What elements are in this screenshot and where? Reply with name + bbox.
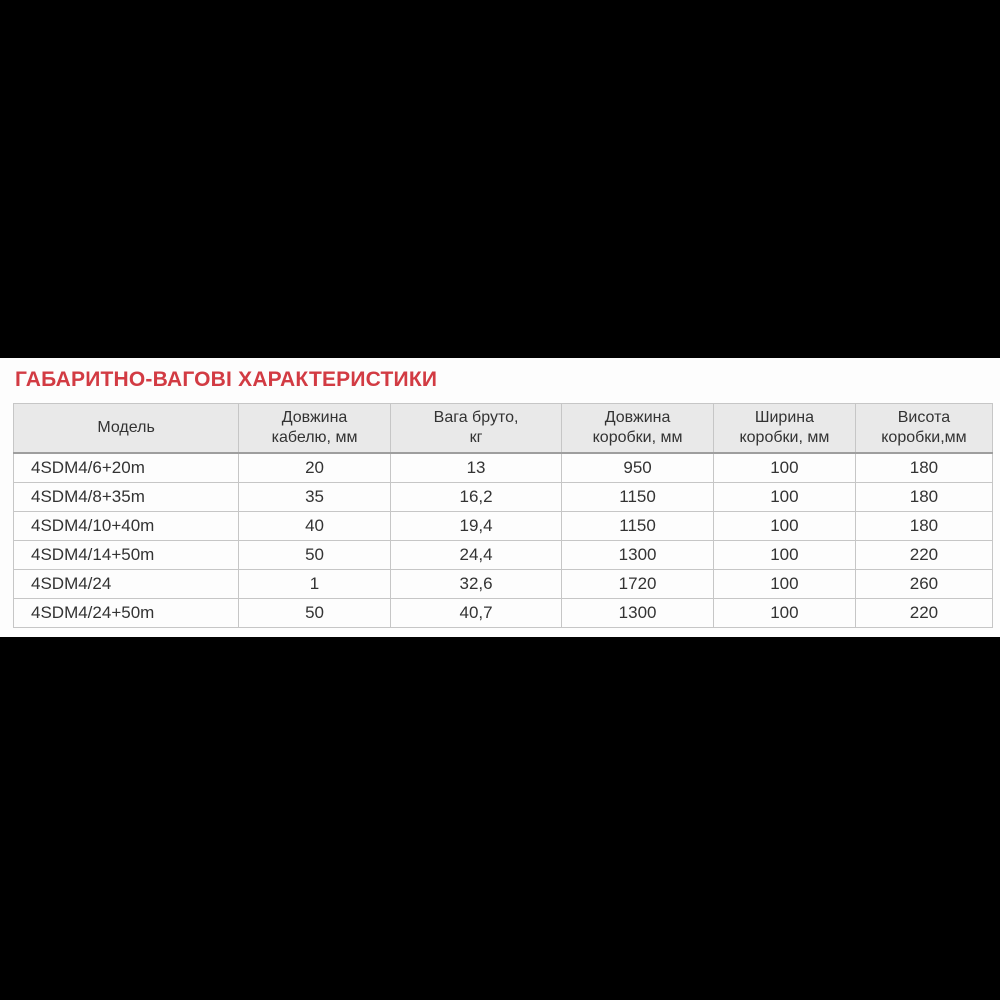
- table-row: 4SDM4/24 1 32,6 1720 100 260: [12, 569, 994, 599]
- model-cell: 4SDM4/6+20m: [12, 452, 240, 483]
- box-height-cell: 180: [854, 511, 994, 541]
- box-length-cell: 1150: [561, 511, 714, 541]
- table-row: 4SDM4/24+50m 50 40,7 1300 100 220: [12, 598, 994, 628]
- cable-length-cell: 50: [238, 540, 391, 570]
- header-box-width: Ширина коробки, мм: [712, 403, 856, 454]
- page-title: ГАБАРИТНО-ВАГОВІ ХАРАКТЕРИСТИКИ: [15, 368, 438, 391]
- box-length-cell: 1300: [561, 598, 714, 628]
- box-height-cell: 180: [854, 452, 994, 483]
- cable-length-cell: 35: [238, 482, 391, 512]
- model-cell: 4SDM4/10+40m: [12, 511, 240, 541]
- cable-length-cell: 50: [238, 598, 391, 628]
- gross-weight-cell: 19,4: [389, 511, 563, 541]
- spec-table: Модель Довжина кабелю, мм Вага бруто, кг…: [12, 403, 994, 628]
- box-length-cell: 1300: [561, 540, 714, 570]
- header-gross-weight: Вага бруто, кг: [389, 403, 563, 454]
- header-model: Модель: [12, 403, 240, 454]
- box-length-cell: 1720: [561, 569, 714, 599]
- content-band: ГАБАРИТНО-ВАГОВІ ХАРАКТЕРИСТИКИ Модель Д…: [0, 358, 1000, 637]
- box-width-cell: 100: [712, 540, 856, 570]
- box-height-cell: 180: [854, 482, 994, 512]
- box-width-cell: 100: [712, 452, 856, 483]
- table-row: 4SDM4/10+40m 40 19,4 1150 100 180: [12, 511, 994, 541]
- header-box-height: Висота коробки,мм: [854, 403, 994, 454]
- box-height-cell: 260: [854, 569, 994, 599]
- box-length-cell: 1150: [561, 482, 714, 512]
- cable-length-cell: 1: [238, 569, 391, 599]
- model-cell: 4SDM4/24+50m: [12, 598, 240, 628]
- box-height-cell: 220: [854, 598, 994, 628]
- gross-weight-cell: 16,2: [389, 482, 563, 512]
- cable-length-cell: 20: [238, 452, 391, 483]
- table-row: 4SDM4/14+50m 50 24,4 1300 100 220: [12, 540, 994, 570]
- box-width-cell: 100: [712, 598, 856, 628]
- header-box-length: Довжина коробки, мм: [561, 403, 714, 454]
- model-cell: 4SDM4/8+35m: [12, 482, 240, 512]
- box-height-cell: 220: [854, 540, 994, 570]
- model-cell: 4SDM4/14+50m: [12, 540, 240, 570]
- gross-weight-cell: 40,7: [389, 598, 563, 628]
- box-length-cell: 950: [561, 452, 714, 483]
- gross-weight-cell: 13: [389, 452, 563, 483]
- cable-length-cell: 40: [238, 511, 391, 541]
- model-cell: 4SDM4/24: [12, 569, 240, 599]
- box-width-cell: 100: [712, 482, 856, 512]
- table-row: 4SDM4/6+20m 20 13 950 100 180: [12, 452, 994, 483]
- gross-weight-cell: 24,4: [389, 540, 563, 570]
- table-header-row: Модель Довжина кабелю, мм Вага бруто, кг…: [12, 403, 994, 454]
- table-row: 4SDM4/8+35m 35 16,2 1150 100 180: [12, 482, 994, 512]
- gross-weight-cell: 32,6: [389, 569, 563, 599]
- header-cable-length: Довжина кабелю, мм: [238, 403, 391, 454]
- box-width-cell: 100: [712, 511, 856, 541]
- box-width-cell: 100: [712, 569, 856, 599]
